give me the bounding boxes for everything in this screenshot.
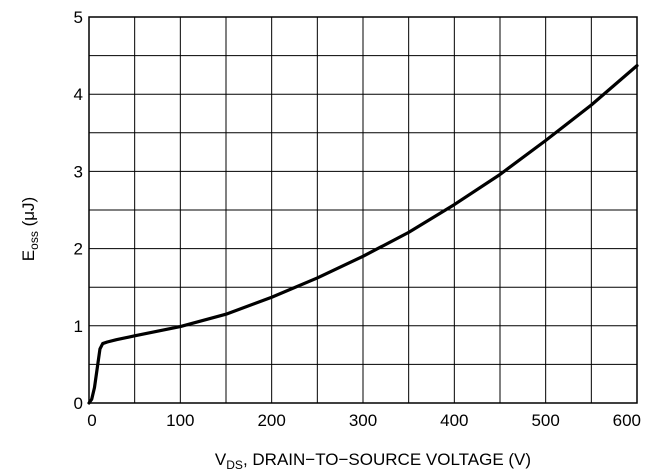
y-tick-label: 0 bbox=[74, 394, 83, 413]
x-axis-label: VDS, DRAIN−TO−SOURCE VOLTAGE (V) bbox=[215, 450, 531, 472]
plot-frame bbox=[88, 16, 638, 404]
eoss-curve bbox=[87, 64, 639, 405]
y-tick-label: 4 bbox=[74, 85, 83, 104]
x-tick-label: 200 bbox=[257, 411, 285, 430]
y-tick-label: 5 bbox=[74, 8, 83, 27]
x-tick-label: 400 bbox=[440, 411, 468, 430]
y-tick-labels: 0 1 2 3 4 5 bbox=[74, 8, 83, 413]
y-tick-label: 3 bbox=[74, 162, 83, 181]
y-tick-label: 2 bbox=[74, 240, 83, 259]
x-tick-label: 0 bbox=[87, 411, 96, 430]
y-tick-label: 1 bbox=[74, 317, 83, 336]
x-tick-labels: 0 100 200 300 400 500 600 bbox=[87, 411, 641, 430]
x-tick-label: 500 bbox=[531, 411, 559, 430]
x-tick-label: 600 bbox=[613, 411, 641, 430]
grid-lines bbox=[89, 17, 637, 403]
x-tick-label: 100 bbox=[166, 411, 194, 430]
x-tick-label: 300 bbox=[349, 411, 377, 430]
y-axis-label: Eoss (μJ) bbox=[19, 197, 41, 261]
